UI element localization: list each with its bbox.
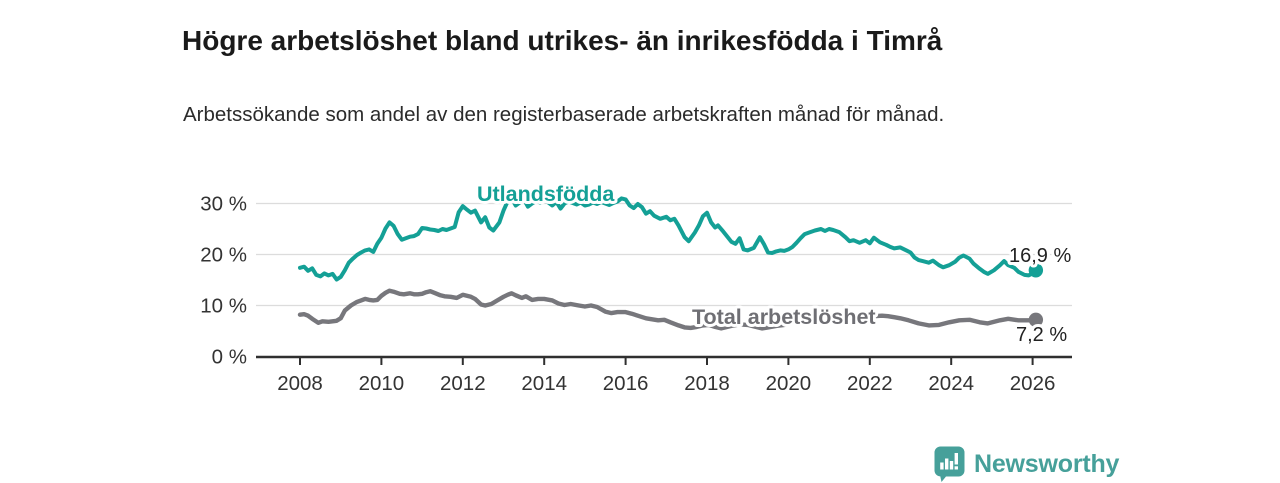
x-tick-label-2008: 2008: [277, 372, 323, 395]
x-tick-label-2012: 2012: [440, 372, 486, 395]
endpoint-dot-total: [1028, 312, 1044, 327]
x-tick-label-2022: 2022: [847, 372, 893, 395]
y-tick-label-20: 20 %: [200, 244, 247, 267]
y-tick-label-0: 0 %: [212, 346, 247, 369]
x-tick-label-2024: 2024: [928, 372, 974, 395]
series-label-utlandsfodda: Utlandsfödda: [477, 182, 615, 206]
x-tick-label-2020: 2020: [766, 372, 812, 395]
y-tick-label-30: 30 %: [200, 193, 247, 216]
x-tick-label-2018: 2018: [684, 372, 730, 395]
x-tick-label-2026: 2026: [1010, 372, 1056, 395]
end-value-label-utlandsfodda: 16,9 %: [1009, 245, 1071, 267]
y-tick-label-10: 10 %: [200, 295, 247, 318]
series-label-total: Total arbetslöshet: [692, 305, 876, 329]
x-tick-label-2014: 2014: [521, 372, 567, 395]
endpoint-dot-utlandsfodda: [1028, 263, 1044, 278]
brand-name: Newsworthy: [974, 449, 1120, 478]
x-tick-label-2016: 2016: [603, 372, 649, 395]
newsworthy-brand-link[interactable]: Newsworthy: [933, 445, 1119, 483]
chart-subtitle: Arbetssökande som andel av den registerb…: [183, 102, 945, 126]
x-tick-label-2010: 2010: [359, 372, 405, 395]
series-line-total: [297, 288, 1039, 331]
series-line-utlandsfodda: [298, 196, 1038, 282]
newsworthy-speech-bubble-bar-chart-icon: [934, 446, 965, 482]
page-title: Högre arbetslöshet bland utrikes- än inr…: [182, 24, 943, 56]
end-value-label-total: 7,2 %: [1016, 324, 1067, 346]
